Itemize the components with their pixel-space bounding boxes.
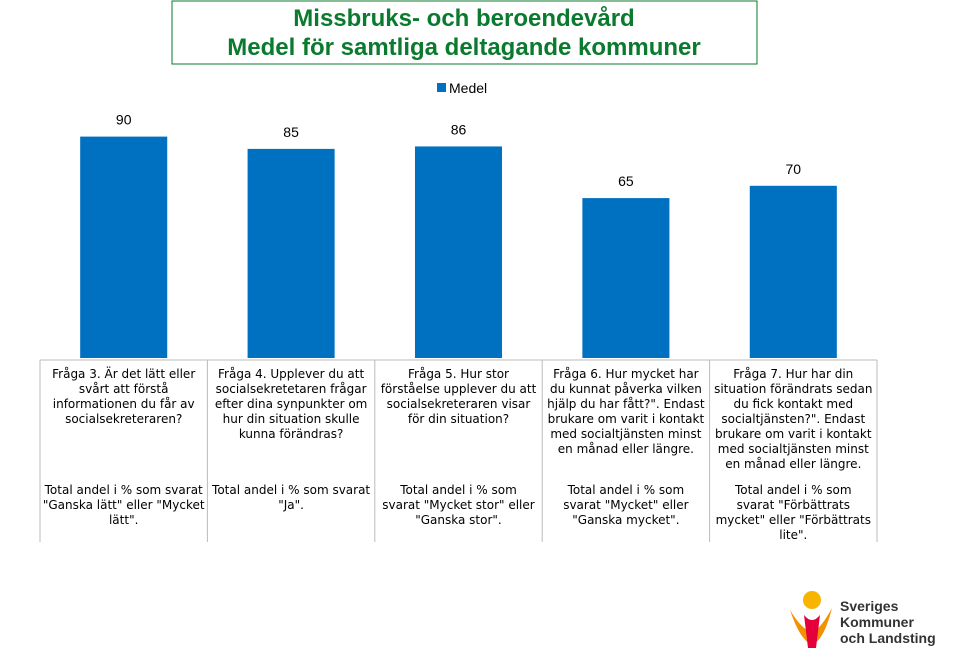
x-tick-label: Fråga 3. Är det lätt eller svårt att förs… bbox=[52, 366, 195, 426]
x-tick-label: Fråga 4. Upplever du att socialsekretetar… bbox=[215, 367, 368, 441]
bar bbox=[247, 148, 335, 358]
title-box bbox=[171, 0, 758, 65]
category-note: Total andel i % som svarat "Ja". bbox=[211, 483, 370, 512]
value-label: 90 bbox=[116, 112, 132, 128]
logo: Sveriges Kommuner och Landsting bbox=[790, 591, 936, 648]
x-tick-label: Fråga 6. Hur mycket har du kunnat påverka… bbox=[547, 367, 705, 456]
logo-text: Sveriges bbox=[840, 598, 899, 614]
bar bbox=[749, 185, 837, 358]
value-label: 65 bbox=[618, 173, 634, 189]
legend-swatch bbox=[437, 83, 446, 92]
x-tick-label: Fråga 5. Hur stor förståelse upplever du … bbox=[381, 367, 537, 426]
category-note: Total andel i % som svarat "Ganska lätt" … bbox=[43, 483, 205, 527]
logo-text: och Landsting bbox=[840, 630, 936, 646]
category-note: Total andel i % som svarat "Mycket stor" … bbox=[382, 483, 535, 527]
x-tick-label: Fråga 7. Hur har din situation förändrats… bbox=[714, 367, 872, 471]
logo-text: Kommuner bbox=[840, 614, 914, 630]
bar bbox=[414, 146, 503, 358]
chart-subtitle: Medel för samtliga deltagande kommuner bbox=[227, 34, 700, 61]
bar bbox=[582, 198, 670, 358]
logo-head bbox=[803, 591, 821, 609]
logo-figure bbox=[804, 615, 820, 648]
category-note: Total andel i % som svarat "Förbättrats my… bbox=[716, 483, 871, 542]
bar bbox=[80, 136, 168, 358]
category-note: Total andel i % som svarat "Mycket" eller… bbox=[563, 483, 688, 527]
logo-body bbox=[790, 608, 832, 645]
legend-label: Medel bbox=[449, 80, 487, 96]
chart-title: Missbruks- och beroendevård bbox=[293, 5, 634, 32]
value-label: 86 bbox=[451, 121, 467, 137]
value-label: 85 bbox=[283, 124, 299, 140]
value-label: 70 bbox=[786, 161, 802, 177]
